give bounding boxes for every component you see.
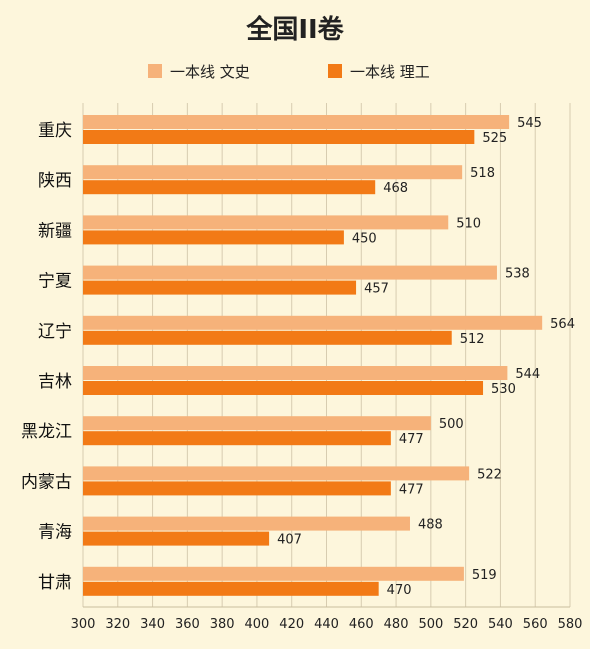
- category-label-5: 吉林: [38, 372, 72, 392]
- legend-swatch-wenshi: [148, 64, 162, 78]
- bar-4-1: [83, 330, 452, 345]
- value-label-9-1: 470: [387, 583, 412, 598]
- bar-3-1: [83, 280, 357, 295]
- value-label-2-0: 510: [456, 216, 481, 231]
- bar-7-1: [83, 481, 391, 496]
- legend-label-wenshi: 一本线 文史: [170, 63, 250, 81]
- value-label-7-0: 522: [477, 467, 502, 482]
- category-label-7: 内蒙古: [21, 472, 72, 492]
- x-tick-label-500: 500: [418, 617, 443, 632]
- value-label-9-0: 519: [472, 568, 497, 583]
- value-label-3-0: 538: [505, 267, 530, 282]
- value-label-0-0: 545: [517, 116, 542, 131]
- value-label-5-0: 544: [515, 367, 540, 382]
- value-label-2-1: 450: [352, 231, 377, 246]
- bar-2-0: [83, 215, 449, 230]
- category-label-8: 青海: [38, 523, 72, 543]
- bar-5-0: [83, 366, 508, 380]
- x-tick-label-400: 400: [245, 617, 270, 632]
- legend-label-ligong: 一本线 理工: [350, 63, 430, 81]
- value-label-8-1: 407: [277, 533, 302, 548]
- bar-9-0: [83, 566, 464, 581]
- value-label-0-1: 525: [482, 131, 507, 146]
- category-label-2: 新疆: [38, 221, 72, 241]
- value-label-8-0: 488: [418, 518, 443, 533]
- legend: 一本线 文史 一本线 理工: [148, 63, 430, 81]
- x-tick-label-460: 460: [349, 617, 374, 632]
- category-label-3: 宁夏: [38, 272, 72, 292]
- x-tick-label-540: 540: [488, 617, 513, 632]
- value-label-4-0: 564: [550, 317, 575, 332]
- x-tick-label-520: 520: [453, 617, 478, 632]
- x-tick-label-580: 580: [558, 617, 583, 632]
- bar-6-0: [83, 416, 431, 431]
- bar-7-0: [83, 466, 470, 481]
- axis-layer: 300 320 340 360 380 400 420 440 460 480 500 520 540 5…: [21, 121, 582, 632]
- chart-title: 全国II卷: [245, 14, 344, 45]
- category-label-0: 重庆: [38, 121, 72, 141]
- value-label-7-1: 477: [399, 482, 424, 497]
- x-tick-label-480: 480: [384, 617, 409, 632]
- category-label-1: 陕西: [38, 171, 72, 191]
- bar-0-1: [83, 130, 475, 144]
- x-tick-label-440: 440: [314, 617, 339, 632]
- bar-0-0: [83, 115, 510, 129]
- value-label-1-1: 468: [383, 181, 408, 196]
- value-label-3-1: 457: [364, 282, 389, 297]
- category-label-4: 辽宁: [38, 322, 72, 342]
- category-label-6: 黑龙江: [21, 422, 72, 442]
- bar-1-0: [83, 165, 463, 180]
- bar-8-1: [83, 531, 270, 546]
- bar-4-0: [83, 315, 543, 330]
- bar-8-0: [83, 516, 410, 531]
- bar-9-1: [83, 581, 379, 596]
- x-tick-label-420: 420: [279, 617, 304, 632]
- bar-5-1: [83, 381, 484, 395]
- bar-6-1: [83, 431, 391, 446]
- x-tick-label-340: 340: [140, 617, 165, 632]
- value-label-4-1: 512: [460, 332, 485, 347]
- x-tick-label-560: 560: [523, 617, 548, 632]
- x-tick-label-300: 300: [71, 617, 96, 632]
- x-tick-label-380: 380: [210, 617, 235, 632]
- x-tick-label-360: 360: [175, 617, 200, 632]
- value-label-5-1: 530: [491, 382, 516, 397]
- bar-2-1: [83, 230, 344, 245]
- bar-3-0: [83, 265, 497, 280]
- legend-swatch-ligong: [328, 64, 342, 78]
- category-label-9: 甘肃: [38, 573, 72, 593]
- value-label-6-0: 500: [439, 417, 464, 432]
- x-tick-label-320: 320: [105, 617, 130, 632]
- value-label-6-1: 477: [399, 432, 424, 447]
- bar-1-1: [83, 180, 376, 195]
- value-label-1-0: 518: [470, 166, 495, 181]
